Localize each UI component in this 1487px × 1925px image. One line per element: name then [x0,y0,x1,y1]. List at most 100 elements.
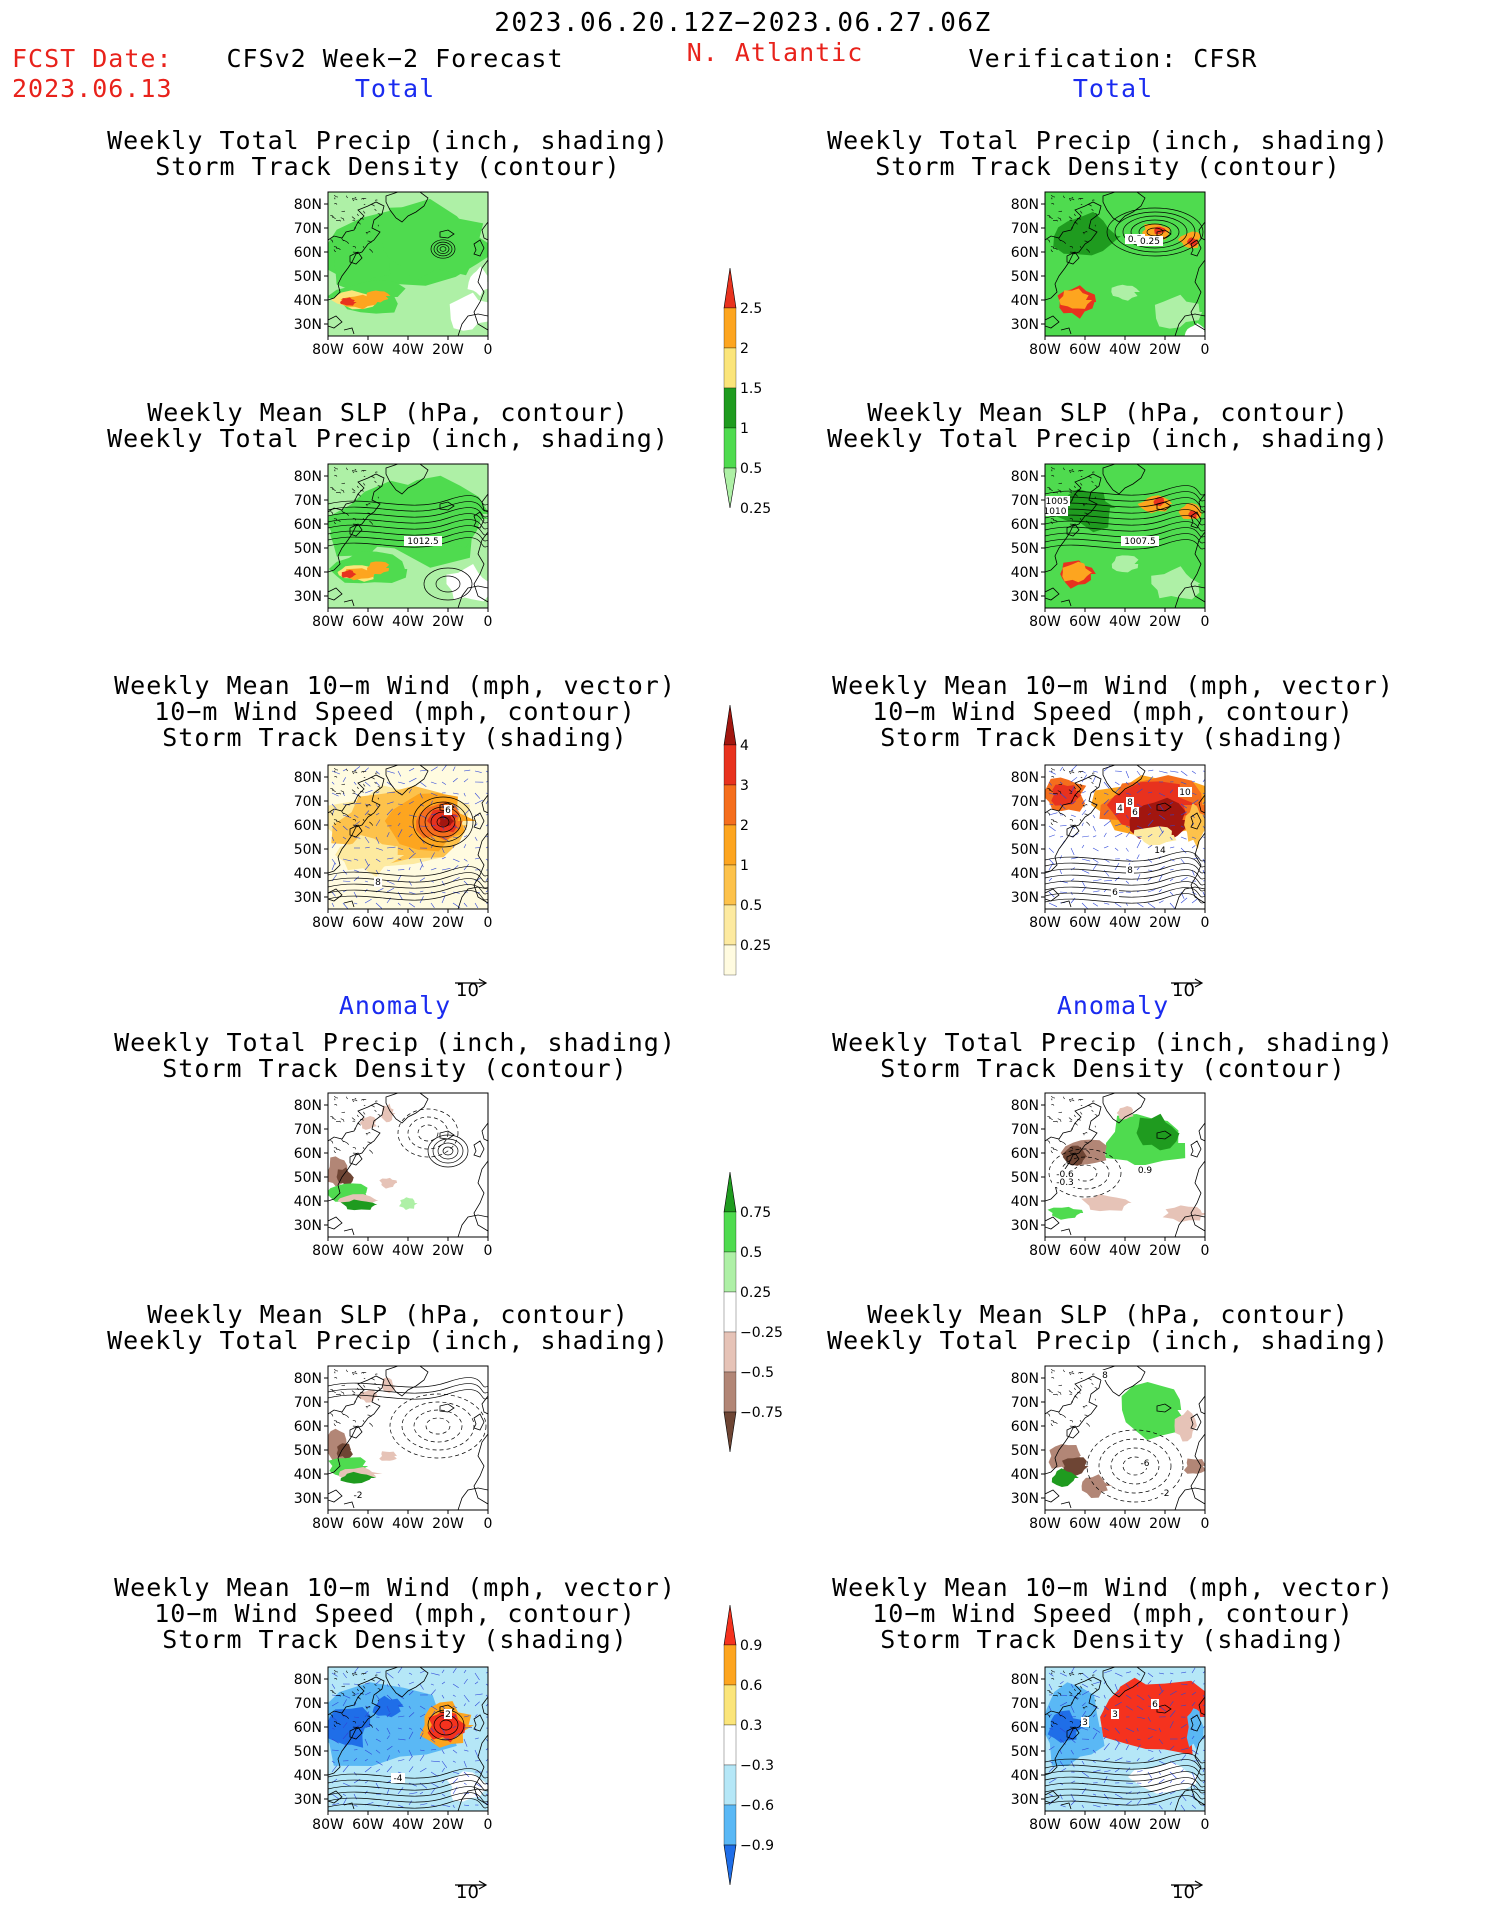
lat-tick-label: 60N [294,245,322,261]
colorbar-tick-label: 2 [740,818,749,834]
map-panel-p6r: 6 3 3 80N 70N 60N 50N 40N 30N 80W 60W 40W 20W 0 [1011,1666,1210,1835]
p6r-title-1: Weekly Mean 10−m Wind (mph, vector) [832,1573,1394,1602]
lon-tick-label: 60W [1069,915,1101,931]
lon-tick-label: 80W [1029,915,1061,931]
p3r-title-3: Storm Track Density (shading) [880,723,1346,752]
colorbar-total-storm: 4 3 2 1 0.5 0.25 [718,704,798,980]
contour-label-p3r: 10 [1179,788,1191,798]
fcst-date-value: 2023.06.13 [12,74,173,103]
contour-label-p2r: 1005 [1046,497,1069,507]
lon-tick-label: 20W [1149,915,1181,931]
contour-label-p3l: 8 [375,878,381,888]
lat-tick-label: 80N [294,770,322,786]
lat-tick-label: 50N [294,1443,322,1459]
left-column-title: CFSv2 Week−2 Forecast [226,44,564,73]
lat-tick-label: 40N [1011,1194,1039,1210]
contour-label-p5r: -6 [1141,1459,1150,1469]
lat-tick-label: 40N [1011,866,1039,882]
colorbar-tick-label: 4 [740,738,749,754]
colorbar-tick-label: −0.3 [740,1758,774,1774]
map-panel-p6l: 2 -4 80N 70N 60N 50N 40N 30N 80W 60W 40W 20W 0 [294,1666,493,1835]
lon-tick-label: 0 [484,1243,493,1259]
lat-tick-label: 40N [294,293,322,309]
lat-tick-label: 80N [294,1098,322,1114]
lat-tick-label: 80N [294,1371,322,1387]
contour-label-p2r: 1007.5 [1124,537,1156,547]
lon-tick-label: 60W [1069,614,1101,630]
map-plot-p6l: 2 -4 80N 70N 60N 50N 40N 30N 80W 60W 40W 20W 0 [294,1666,492,1833]
lon-tick-label: 20W [432,1516,464,1532]
map-plot-p6r: 6 3 3 80N 70N 60N 50N 40N 30N 80W 60W 40W 20W 0 [1011,1666,1210,1833]
lat-tick-label: 60N [1011,245,1039,261]
lon-tick-label: 20W [1149,1243,1181,1259]
colorbar-tick-label: 0.25 [740,938,771,954]
lat-tick-label: 30N [1011,1792,1039,1808]
colorbar-tick-label: 0.9 [740,1638,762,1654]
lat-tick-label: 40N [294,1768,322,1784]
contour-label-p4r: 0.9 [1138,1166,1153,1176]
lon-tick-label: 0 [484,342,493,358]
p2r-title-1: Weekly Mean SLP (hPa, contour) [867,398,1349,427]
colorbar-tick-label: 0.25 [740,1285,771,1301]
map-plot-p2l: 1012.5 80N 70N 60N 50N 40N 30N 80W 60W 40W 20W 0 [294,463,492,630]
lat-tick-label: 50N [294,1744,322,1760]
lat-tick-label: 30N [1011,317,1039,333]
lat-tick-label: 30N [294,1491,322,1507]
map-panel-p3l: 6 8 80N 70N 60N 50N 40N 30N 80W 60W 40W 20W 0 [294,764,493,933]
colorbar-tick-label: 1 [740,421,749,437]
lat-tick-label: 60N [1011,1720,1039,1736]
map-panel-p2r: 1005 1010 1007.5 80N 70N 60N 50N 40N 30N 80W 60W 40… [1011,463,1210,632]
p5r-title-2: Weekly Total Precip (inch, shading) [827,1326,1389,1355]
vector-ref-p6l [454,1874,488,1895]
p5r-title-1: Weekly Mean SLP (hPa, contour) [867,1300,1349,1329]
contour-label-p3r: 8 [1127,798,1133,808]
lat-tick-label: 30N [294,1218,322,1234]
lon-tick-label: 80W [312,342,344,358]
contour-label-p6r: 3 [1082,1718,1088,1728]
colorbar-tick-label: −0.5 [740,1365,774,1381]
lon-tick-label: 0 [1201,915,1210,931]
lon-tick-label: 40W [1109,1243,1141,1259]
lat-tick-label: 70N [294,221,322,237]
vector-ref-p3r [1170,972,1204,993]
contour-label-p2l: 1012.5 [407,537,439,547]
lat-tick-label: 30N [294,1792,322,1808]
p3l-title-2: 10−m Wind Speed (mph, contour) [154,697,636,726]
lon-tick-label: 20W [432,1817,464,1833]
map-plot-p4r: 0.9 -0.6-0.3 80N 70N 60N 50N 40N 30N 80W 60W 40W 20… [1011,1092,1209,1259]
lon-tick-label: 20W [432,1243,464,1259]
lat-tick-label: 30N [294,317,322,333]
contour-label-p3r: 4 [1117,804,1123,814]
colorbar-total_storm: 4 3 2 1 0.5 0.25 [723,704,771,976]
lon-tick-label: 60W [1069,342,1101,358]
lon-tick-label: 60W [352,915,384,931]
lon-tick-label: 0 [1201,614,1210,630]
colorbar-tick-label: 0.75 [740,1205,771,1221]
lon-tick-label: 20W [1149,1516,1181,1532]
lon-tick-label: 0 [1201,1817,1210,1833]
lat-tick-label: 70N [1011,221,1039,237]
lat-tick-label: 60N [294,1146,322,1162]
map-panel-p1r: 0.5 0.25 80N 70N 60N 50N 40N 30N 80W 60W 40W 20W 0 [1011,191,1210,360]
lat-tick-label: 70N [294,493,322,509]
p6r-title-2: 10−m Wind Speed (mph, contour) [872,1599,1354,1628]
forecast-period: 2023.06.20.12Z−2023.06.27.06Z [494,8,992,38]
p3r-title-2: 10−m Wind Speed (mph, contour) [872,697,1354,726]
lat-tick-label: 40N [294,1467,322,1483]
colorbar-tick-label: −0.25 [740,1325,783,1341]
lon-tick-label: 60W [352,1243,384,1259]
lon-tick-label: 40W [1109,915,1141,931]
contour-label-p1r: 0.25 [1140,237,1160,247]
lon-tick-label: 80W [312,1817,344,1833]
colorbar-tick-label: 2 [740,341,749,357]
colorbar-tick-label: 1.5 [740,381,762,397]
contour-label-p3l: 6 [445,806,451,816]
vector-ref-p6r [1170,1874,1204,1895]
lon-tick-label: 40W [1109,1516,1141,1532]
colorbar-tick-label: 0.6 [740,1678,762,1694]
lat-tick-label: 40N [1011,293,1039,309]
contour-label-p6l: 2 [445,1710,451,1720]
map-plot-p5l: -2 80N 70N 60N 50N 40N 30N 80W 60W 40W 20W 0 [294,1365,492,1532]
lon-tick-label: 20W [1149,342,1181,358]
